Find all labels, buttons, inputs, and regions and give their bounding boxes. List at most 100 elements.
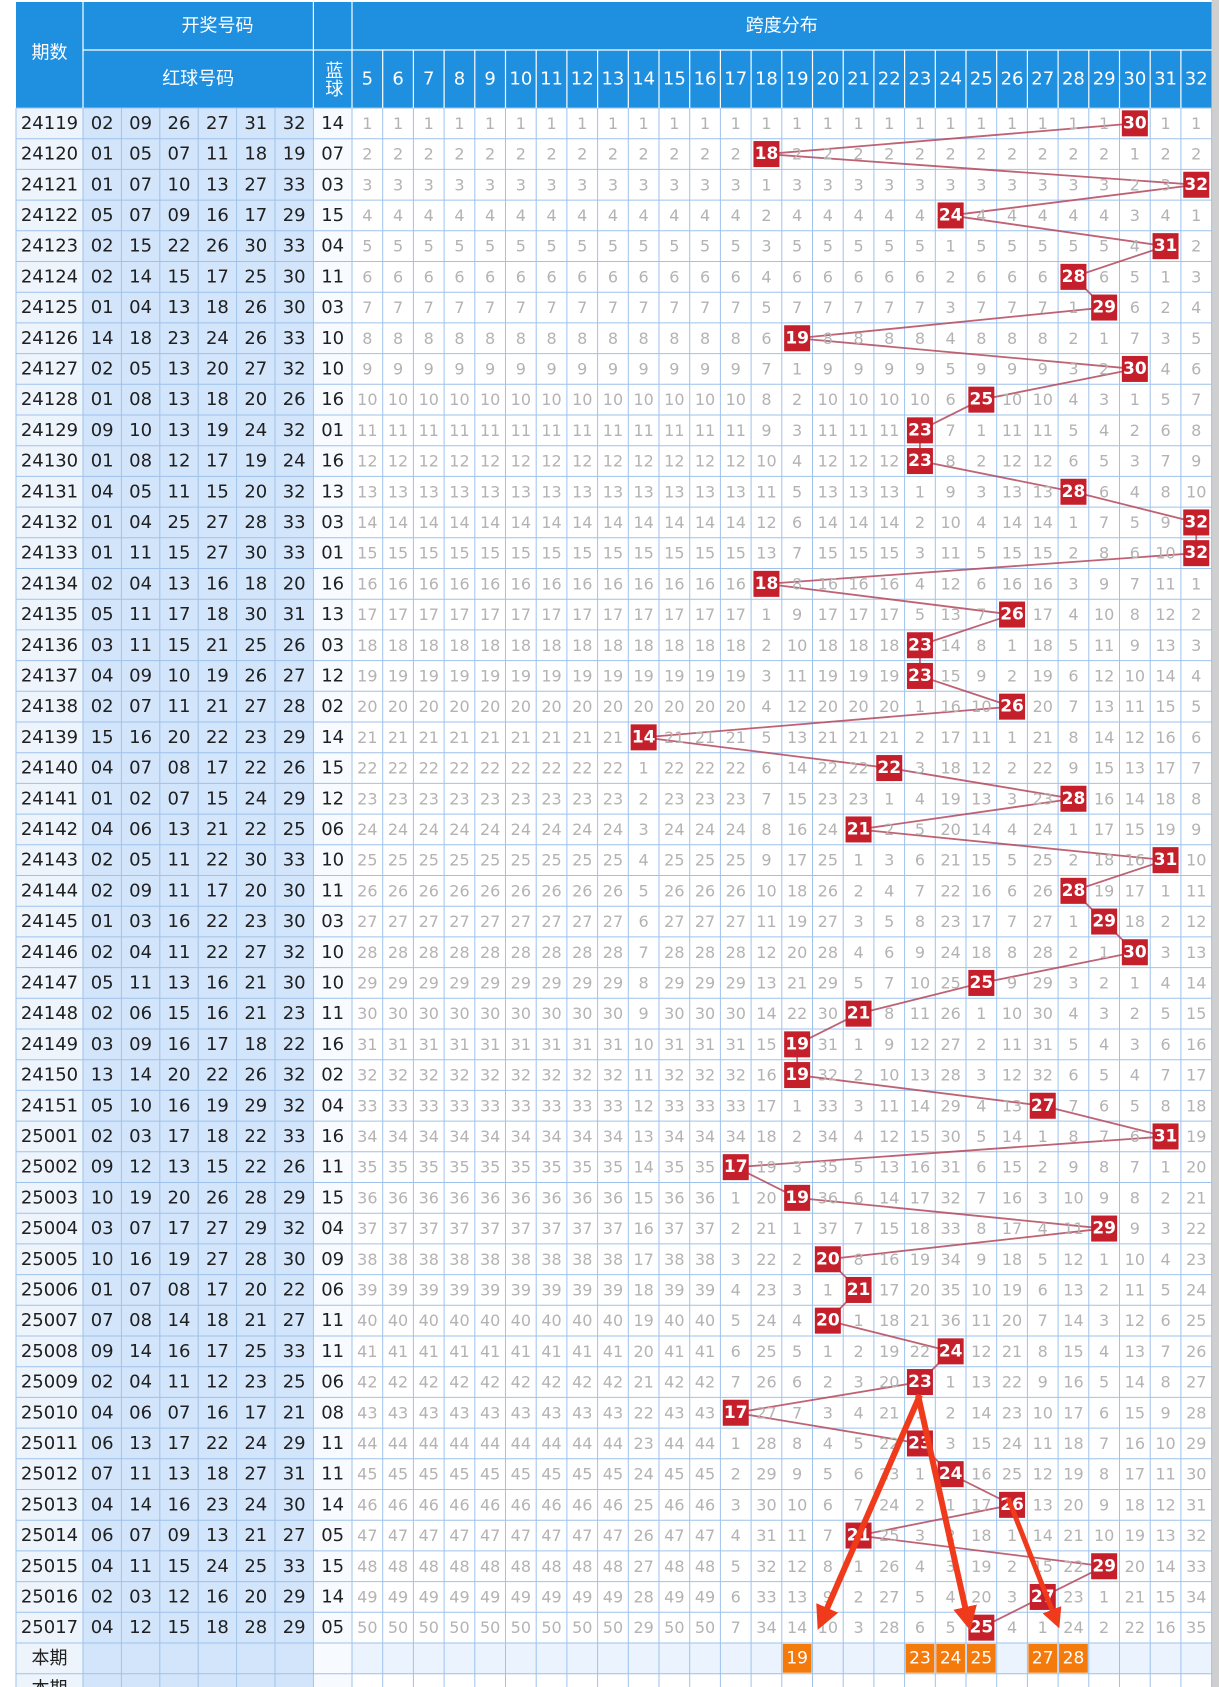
omission: 7 [669, 298, 679, 317]
omission: 2 [792, 1127, 802, 1146]
omission: 6 [1099, 482, 1109, 501]
omission: 1 [1160, 1158, 1170, 1177]
red-ball: 23 [244, 911, 267, 932]
red-ball: 26 [206, 1187, 229, 1208]
omission: 31 [695, 1035, 715, 1054]
red-ball: 17 [244, 205, 267, 226]
omission: 6 [362, 267, 372, 286]
omission: 42 [419, 1373, 439, 1392]
current-span-label: 27 [1032, 1648, 1054, 1668]
span-hit-label: 25 [970, 390, 994, 410]
omission: 1 [700, 114, 710, 133]
omission: 4 [608, 206, 618, 225]
issue: 24139 [21, 727, 78, 748]
omission: 10 [940, 513, 960, 532]
span-hit-label: 25 [970, 973, 994, 993]
omission: 34 [480, 1127, 500, 1146]
current-span-label: 24 [940, 1648, 962, 1668]
red-ball: 08 [168, 1279, 191, 1300]
red-ball: 23 [283, 1003, 306, 1024]
omission: 36 [664, 1188, 684, 1207]
omission: 25 [572, 851, 592, 870]
red-ball: 33 [283, 236, 306, 257]
omission: 2 [1007, 759, 1017, 778]
omission: 17 [541, 605, 561, 624]
omission: 8 [976, 636, 986, 655]
span-hit-label: 29 [1092, 298, 1116, 318]
omission: 14 [603, 513, 623, 532]
omission: 13 [910, 1066, 930, 1085]
red-ball: 33 [283, 850, 306, 871]
omission: 1 [1038, 1127, 1048, 1146]
blue-ball: 11 [321, 880, 344, 901]
omission: 2 [731, 1219, 741, 1238]
omission: 8 [1191, 421, 1201, 440]
blue-ball: 06 [321, 819, 344, 840]
red-ball: 03 [129, 1126, 152, 1147]
red-balls-header: 红球号码 [162, 69, 234, 90]
omission: 16 [1094, 789, 1114, 808]
omission: 24 [1033, 820, 1053, 839]
omission: 1 [454, 114, 464, 133]
omission: 5 [577, 237, 587, 256]
omission: 12 [572, 452, 592, 471]
omission: 3 [792, 421, 802, 440]
red-ball: 01 [91, 144, 114, 165]
omission: 25 [879, 1526, 899, 1545]
blue-ball: 14 [321, 1494, 344, 1515]
omission: 11 [480, 421, 500, 440]
span-hit [999, 601, 1026, 628]
omission: 12 [971, 759, 991, 778]
omission: 13 [940, 605, 960, 624]
omission: 9 [1130, 636, 1140, 655]
span-hit [1060, 263, 1087, 290]
current-span [936, 1644, 965, 1673]
omission: 20 [1002, 1311, 1022, 1330]
omission: 15 [388, 544, 408, 563]
omission: 48 [695, 1557, 715, 1576]
omission: 24 [419, 820, 439, 839]
omission: 17 [756, 1096, 776, 1115]
omission: 46 [603, 1495, 623, 1514]
omission: 19 [480, 666, 500, 685]
omission: 4 [915, 789, 925, 808]
omission: 17 [357, 605, 377, 624]
omission: 5 [1068, 237, 1078, 256]
current-span-label: 19 [786, 1648, 808, 1668]
omission: 38 [357, 1250, 377, 1269]
omission: 25 [480, 851, 500, 870]
omission: 19 [1155, 820, 1175, 839]
omission: 15 [480, 544, 500, 563]
omission: 23 [633, 1434, 653, 1453]
omission: 4 [853, 1127, 863, 1146]
red-ball: 17 [206, 758, 229, 779]
current-span [905, 1644, 935, 1673]
omission: 8 [485, 329, 495, 348]
issue: 25007 [21, 1310, 78, 1331]
omission: 13 [357, 482, 377, 501]
omission: 3 [976, 1066, 986, 1085]
omission: 5 [731, 237, 741, 256]
span-hit [1060, 785, 1087, 812]
omission: 3 [976, 482, 986, 501]
blue-ball: 10 [321, 942, 344, 963]
omission: 43 [541, 1403, 561, 1422]
omission: 4 [1130, 237, 1140, 256]
omission: 4 [1160, 1250, 1170, 1269]
omission: 17 [449, 605, 469, 624]
omission: 7 [608, 298, 618, 317]
blue-ball: 04 [321, 1095, 344, 1116]
omission: 7 [1130, 329, 1140, 348]
red-ball: 18 [206, 604, 229, 625]
blue-ball: 01 [321, 420, 344, 441]
omission: 49 [695, 1587, 715, 1606]
omission: 2 [792, 1250, 802, 1269]
omission: 16 [910, 1158, 930, 1177]
omission: 8 [731, 329, 741, 348]
omission: 49 [388, 1587, 408, 1606]
omission: 42 [603, 1373, 623, 1392]
omission: 14 [1155, 666, 1175, 685]
omission: 23 [726, 789, 746, 808]
omission: 2 [915, 145, 925, 164]
omission: 10 [879, 390, 899, 409]
